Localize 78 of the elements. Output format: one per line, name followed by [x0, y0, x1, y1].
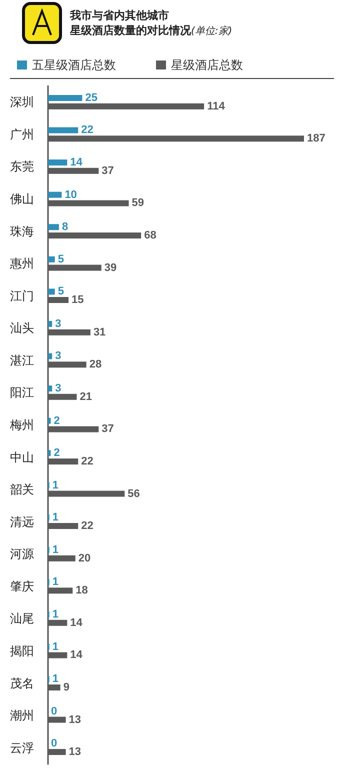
y-tick-label: 珠海 — [10, 224, 34, 238]
y-tick-label: 清远 — [10, 514, 34, 529]
data-label: 14 — [70, 649, 84, 662]
y-tick-label: 揭阳 — [10, 644, 34, 658]
data-label: 1 — [52, 576, 58, 588]
data-label: 187 — [307, 132, 326, 145]
data-label: 22 — [81, 455, 94, 468]
data-label: 37 — [102, 164, 114, 177]
y-tick-label: 深圳 — [10, 95, 34, 110]
data-label: 1 — [52, 673, 58, 686]
data-label: 9 — [63, 681, 70, 694]
y-tick-label: 汕尾 — [10, 612, 34, 626]
y-tick-label: 东莞 — [10, 160, 34, 174]
data-label: 28 — [89, 358, 102, 371]
legend-label: 星级酒店总数 — [171, 58, 243, 72]
data-label: 14 — [70, 156, 84, 169]
data-label: 5 — [58, 286, 64, 298]
y-tick-label: 韶关 — [10, 482, 34, 497]
bar — [48, 256, 55, 262]
data-label: 21 — [80, 390, 92, 403]
data-label: 1 — [52, 512, 58, 524]
data-label: 1 — [52, 640, 58, 653]
data-label: 2 — [54, 414, 60, 427]
y-tick-label: 肇庆 — [10, 579, 34, 594]
data-label: 0 — [51, 705, 58, 718]
y-tick-label: 惠州 — [9, 256, 34, 271]
data-label: 0 — [51, 738, 58, 750]
data-label: 18 — [76, 584, 88, 597]
y-tick-label: 江门 — [10, 288, 34, 303]
y-tick-label: 云浮 — [10, 740, 34, 755]
data-label: 1 — [52, 544, 58, 556]
data-label: 37 — [102, 423, 114, 436]
y-tick-label: 湛江 — [10, 353, 34, 368]
data-label: 14 — [70, 616, 84, 629]
y-tick-label: 河源 — [10, 547, 34, 562]
data-label: 8 — [62, 221, 68, 234]
bar — [48, 450, 51, 456]
data-label: 59 — [132, 197, 144, 210]
y-tick-label: 潮州 — [10, 708, 34, 723]
bar — [48, 192, 62, 198]
data-label: 10 — [64, 188, 77, 201]
y-tick-label: 梅州 — [9, 418, 34, 432]
data-label: 68 — [144, 229, 156, 242]
data-label: 15 — [72, 294, 84, 306]
data-label: 3 — [55, 350, 62, 362]
bar — [48, 320, 52, 327]
y-tick-label: 中山 — [10, 450, 34, 464]
legend-label: 五星级酒店总数 — [32, 58, 116, 72]
bar — [48, 160, 68, 166]
y-tick-label: 汕头 — [10, 321, 34, 336]
data-label: 3 — [55, 382, 62, 395]
y-tick-label: 广州 — [10, 127, 34, 142]
data-label: 22 — [81, 124, 94, 136]
data-label: 39 — [104, 262, 117, 274]
data-label: 5 — [58, 253, 64, 266]
data-label: 1 — [52, 479, 58, 492]
bar — [48, 386, 52, 392]
data-label: 56 — [128, 488, 140, 500]
bar — [48, 94, 82, 101]
data-label: 13 — [68, 746, 82, 758]
y-tick-label: 阳江 — [10, 386, 34, 400]
data-label: 1 — [52, 608, 58, 621]
bar — [48, 353, 52, 360]
data-label: 22 — [81, 520, 94, 532]
data-label: 31 — [93, 326, 106, 338]
data-label: 3 — [55, 318, 62, 330]
data-label: 20 — [78, 552, 91, 564]
data-label: 25 — [85, 92, 98, 104]
data-label: 13 — [68, 714, 82, 726]
data-label: 2 — [54, 447, 60, 460]
y-tick-label: 茂名 — [10, 676, 34, 690]
bar — [48, 288, 55, 295]
chart-subtitle: (单位:家) — [191, 26, 232, 36]
bar — [48, 127, 78, 134]
bar — [48, 224, 59, 230]
y-tick-label: 佛山 — [10, 192, 34, 206]
bar — [48, 418, 51, 424]
data-label: 114 — [207, 100, 226, 112]
